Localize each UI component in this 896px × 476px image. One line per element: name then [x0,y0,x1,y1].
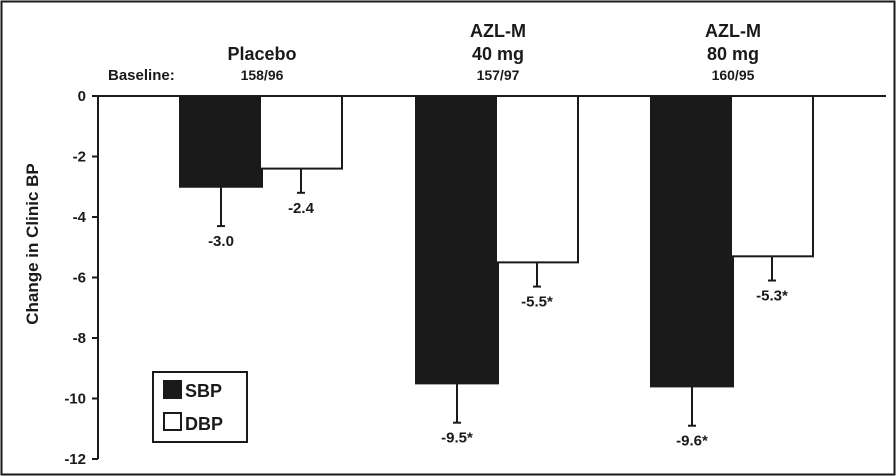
y-axis-label: Change in Clinic BP [23,163,42,325]
category-label: AZL-M [470,21,526,41]
baseline-value: 157/97 [477,67,520,83]
category-label: 80 mg [707,44,759,64]
baseline-label: Baseline: [108,67,175,84]
bar-dbp [495,95,579,264]
y-tick-label: -10 [64,391,86,408]
category-label: 40 mg [472,44,524,64]
y-tick-label: -4 [73,209,87,226]
value-label-sbp: -9.5* [441,430,473,447]
bar-dbp [259,95,343,170]
category-label: AZL-M [705,21,761,41]
value-label-sbp: -3.0 [208,233,234,250]
legend-swatch-dbp [163,412,182,431]
y-tick-label: 0 [78,88,86,105]
y-tick-label: -2 [73,149,86,166]
legend-label-sbp: SBP [185,381,222,401]
bar-dbp [730,95,814,258]
y-tick-label: -12 [64,451,86,468]
bar-sbp [415,95,499,385]
category-label: Placebo [227,44,296,64]
bar-sbp [650,95,734,388]
bars [179,95,814,427]
value-label-sbp: -9.6* [676,433,708,450]
labels: Placebo 158/96 AZL-M 40 mg 157/97 AZL-M 80 mg 1… [208,21,788,450]
baseline-value: 158/96 [241,67,284,83]
value-label-dbp: -5.5* [521,294,553,311]
bar-sbp [179,95,263,188]
legend-swatch-sbp [163,380,182,399]
value-label-dbp: -2.4 [288,200,315,217]
legend: SBP DBP [152,371,248,443]
y-tick-label: -8 [73,330,86,347]
value-label-dbp: -5.3* [756,288,788,305]
baseline-value: 160/95 [712,67,755,83]
y-tick-label: -6 [73,270,86,287]
legend-label-dbp: DBP [185,414,223,434]
